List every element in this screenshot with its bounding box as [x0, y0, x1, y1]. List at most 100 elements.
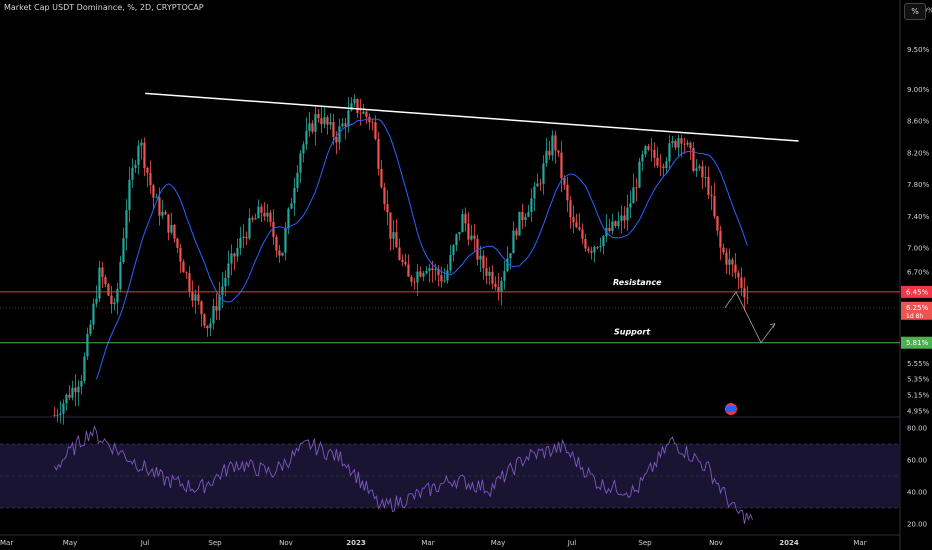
candle-body[interactable] [569, 200, 572, 218]
candle-body[interactable] [140, 142, 143, 146]
candle-body[interactable] [611, 221, 614, 232]
candle-body[interactable] [365, 111, 368, 117]
candle-body[interactable] [263, 212, 266, 217]
candle-body[interactable] [137, 145, 140, 165]
candle-body[interactable] [233, 253, 236, 257]
candle-body[interactable] [719, 230, 722, 248]
candle-body[interactable] [746, 297, 749, 299]
candle-body[interactable] [119, 262, 122, 289]
candle-body[interactable] [449, 254, 452, 271]
candle-body[interactable] [176, 238, 179, 248]
candle-body[interactable] [383, 187, 386, 205]
candle-body[interactable] [92, 303, 95, 325]
candle-body[interactable] [203, 314, 206, 326]
candle-body[interactable] [518, 211, 521, 236]
candle-body[interactable] [515, 230, 518, 236]
candle-body[interactable] [425, 270, 428, 274]
candle-body[interactable] [740, 277, 743, 289]
candle-body[interactable] [413, 281, 416, 283]
candle-body[interactable] [347, 110, 350, 127]
candle-body[interactable] [617, 220, 620, 227]
candle-body[interactable] [110, 295, 113, 305]
candle-body[interactable] [65, 394, 68, 404]
candle-body[interactable] [116, 288, 119, 303]
candle-body[interactable] [560, 152, 563, 179]
candle-body[interactable] [227, 263, 230, 278]
candle-body[interactable] [470, 235, 473, 240]
candle-body[interactable] [74, 387, 77, 393]
descending-trendline[interactable] [145, 92, 799, 142]
candle-body[interactable] [377, 139, 380, 169]
candle-body[interactable] [62, 403, 65, 414]
candle-body[interactable] [674, 140, 677, 148]
candle-body[interactable] [221, 286, 224, 295]
candle-body[interactable] [497, 287, 500, 292]
candle-body[interactable] [563, 178, 566, 185]
candle-body[interactable] [578, 227, 581, 230]
candle-body[interactable] [554, 135, 557, 151]
candle-body[interactable] [668, 143, 671, 162]
candle-body[interactable] [701, 166, 704, 178]
candle-body[interactable] [638, 161, 641, 188]
candle-body[interactable] [728, 259, 731, 265]
candle-body[interactable] [296, 172, 299, 189]
candle-body[interactable] [326, 117, 329, 125]
candle-body[interactable] [128, 179, 131, 211]
candle-body[interactable] [287, 208, 290, 229]
candle-body[interactable] [524, 216, 527, 221]
candle-body[interactable] [374, 122, 377, 140]
candle-body[interactable] [242, 236, 245, 238]
candle-body[interactable] [272, 221, 275, 237]
candle-body[interactable] [533, 186, 536, 199]
candle-body[interactable] [686, 142, 689, 145]
candle-body[interactable] [395, 232, 398, 248]
candle-body[interactable] [77, 386, 80, 393]
candle-body[interactable] [209, 323, 212, 329]
candle-body[interactable] [329, 121, 332, 125]
candle-body[interactable] [293, 188, 296, 204]
candle-body[interactable] [632, 187, 635, 204]
candle-body[interactable] [536, 183, 539, 187]
candle-body[interactable] [206, 325, 209, 329]
candle-body[interactable] [314, 114, 317, 132]
candle-body[interactable] [89, 324, 92, 334]
candle-body[interactable] [455, 234, 458, 246]
candle-body[interactable] [434, 268, 437, 270]
candle-body[interactable] [494, 283, 497, 288]
candle-body[interactable] [353, 98, 356, 104]
candle-body[interactable] [695, 168, 698, 171]
candle-body[interactable] [149, 172, 152, 186]
candle-body[interactable] [512, 230, 515, 254]
candle-body[interactable] [428, 268, 431, 271]
candle-body[interactable] [407, 264, 410, 277]
candle-body[interactable] [713, 196, 716, 217]
candle-body[interactable] [551, 135, 554, 156]
candle-body[interactable] [698, 166, 701, 169]
candle-body[interactable] [473, 235, 476, 239]
candle-body[interactable] [704, 176, 707, 178]
candle-body[interactable] [410, 276, 413, 282]
candle-body[interactable] [386, 204, 389, 213]
candle-body[interactable] [266, 212, 269, 217]
candle-body[interactable] [239, 237, 242, 248]
candle-body[interactable] [332, 121, 335, 137]
candle-body[interactable] [134, 164, 137, 168]
candle-body[interactable] [302, 144, 305, 154]
candle-body[interactable] [335, 136, 338, 143]
candle-body[interactable] [596, 247, 599, 248]
candle-body[interactable] [380, 168, 383, 188]
candle-body[interactable] [665, 161, 668, 169]
candle-body[interactable] [671, 140, 674, 144]
candle-body[interactable] [230, 253, 233, 264]
candle-body[interactable] [437, 268, 440, 276]
candle-body[interactable] [440, 275, 443, 282]
candle-body[interactable] [731, 259, 734, 265]
candle-body[interactable] [350, 103, 353, 111]
candle-body[interactable] [236, 247, 239, 257]
candle-body[interactable] [188, 273, 191, 292]
candle-body[interactable] [734, 264, 737, 273]
candle-body[interactable] [299, 153, 302, 173]
candle-body[interactable] [284, 228, 287, 253]
candle-body[interactable] [257, 206, 260, 219]
